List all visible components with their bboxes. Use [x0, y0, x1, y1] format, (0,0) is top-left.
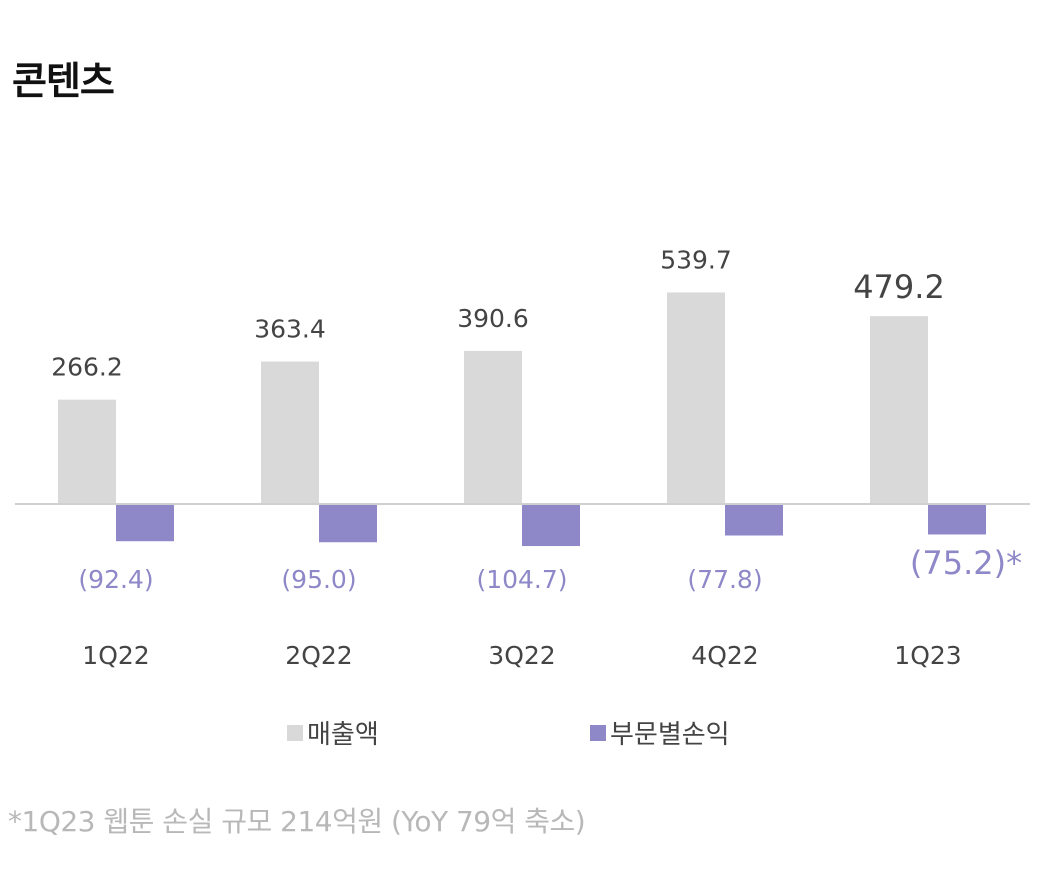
segment-profit-value-label: (104.7) [476, 565, 567, 594]
footnote: *1Q23 웹툰 손실 규모 214억원 (YoY 79억 축소) [8, 805, 586, 838]
segment-profit-bar [522, 505, 580, 547]
revenue-value-label: 539.7 [660, 245, 732, 274]
revenue-value-label: 363.4 [254, 315, 326, 344]
revenue-bar [667, 292, 725, 504]
revenue-value-label: 390.6 [457, 304, 529, 333]
x-axis-tick-label: 1Q23 [894, 641, 961, 670]
segment-profit-bar [319, 505, 377, 543]
revenue-value-label: 479.2 [853, 268, 945, 306]
legend-item-revenue: 매출액 [287, 714, 379, 751]
segment-profit-bar [725, 505, 783, 536]
revenue-bar [870, 316, 928, 504]
x-axis-tick-label: 2Q22 [285, 641, 352, 670]
segment-profit-value-label: (75.2)* [910, 544, 1022, 582]
segment-profit-value-label: (92.4) [78, 565, 153, 594]
segment-profit-value-label: (95.0) [281, 565, 356, 594]
revenue-bar [464, 350, 522, 504]
chart-title: 콘텐츠 [12, 59, 115, 103]
legend-item-segment-profit: 부문별손익 [590, 714, 730, 751]
x-axis-tick-label: 3Q22 [488, 641, 555, 670]
legend-label-revenue: 매출액 [307, 720, 379, 750]
x-axis-tick-label: 1Q22 [82, 641, 149, 670]
legend-label-segment-profit: 부문별손익 [610, 720, 730, 750]
bar-chart: 266.2 (92.4) 1Q22 363.4 (95.0) 2Q22 390.6 (104.… [15, 245, 1030, 670]
x-axis-tick-label: 4Q22 [691, 641, 758, 670]
legend: 매출액 부문별손익 [0, 714, 1050, 754]
segment-profit-value-label: (77.8) [687, 565, 762, 594]
legend-swatch-revenue [287, 724, 303, 741]
revenue-bar [261, 361, 319, 504]
legend-swatch-segment-profit [590, 724, 606, 741]
segment-profit-bar [116, 505, 174, 542]
segment-profit-bar [928, 505, 986, 535]
revenue-bar [58, 399, 116, 504]
revenue-value-label: 266.2 [51, 353, 123, 382]
